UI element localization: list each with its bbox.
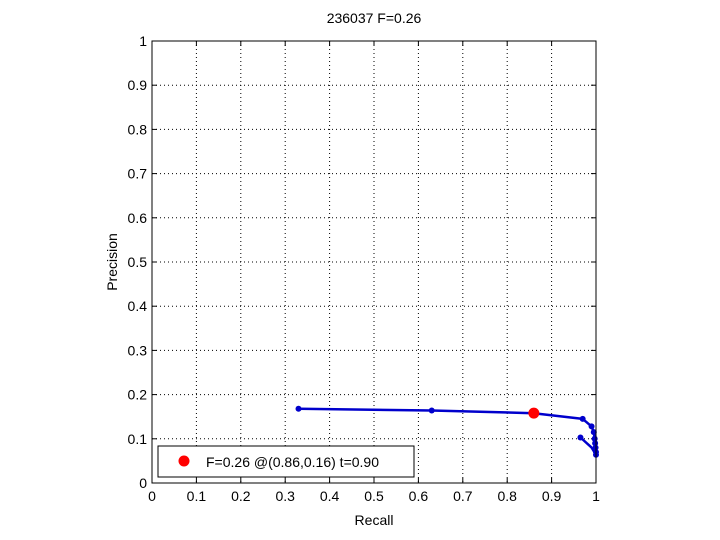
x-tick-label: 1 <box>592 488 600 504</box>
series-point <box>592 440 599 447</box>
y-tick-label: 0.6 <box>128 210 148 226</box>
x-tick-label: 0 <box>148 488 156 504</box>
x-tick-labels: 0 0.1 0.2 0.3 0.4 0.5 0.6 0.7 0.8 0.9 1 <box>148 488 600 504</box>
best-f-point <box>528 407 540 419</box>
legend-box <box>157 445 415 478</box>
legend: F=0.26 @(0.86,0.16) t=0.90 <box>157 445 415 478</box>
y-tick-label: 0.7 <box>128 166 148 182</box>
x-axis-label: Recall <box>355 512 394 528</box>
y-tick-labels: 0 0.1 0.2 0.3 0.4 0.5 0.6 0.7 0.8 0.9 1 <box>128 33 148 491</box>
series-point <box>577 434 584 441</box>
y-tick-label: 0.8 <box>128 121 148 137</box>
x-tick-label: 0.2 <box>231 488 251 504</box>
x-tick-label: 0.3 <box>275 488 295 504</box>
y-tick-label: 0.2 <box>128 387 148 403</box>
series-point <box>579 415 586 422</box>
y-tick-label: 1 <box>139 33 147 49</box>
highlight-group <box>528 407 540 419</box>
legend-entry-text: F=0.26 @(0.86,0.16) t=0.90 <box>206 454 379 470</box>
x-tick-label: 0.8 <box>497 488 517 504</box>
series-point <box>295 405 302 412</box>
legend-marker <box>178 455 190 467</box>
y-tick-label: 0.5 <box>128 254 148 270</box>
series-point <box>588 423 595 430</box>
series-point <box>428 407 435 414</box>
y-tick-label: 0 <box>139 475 147 491</box>
axis-ticks <box>151 40 597 484</box>
x-tick-label: 0.1 <box>187 488 207 504</box>
plot-frame <box>151 40 597 484</box>
x-tick-label: 0.4 <box>320 488 340 504</box>
x-tick-label: 0.9 <box>542 488 562 504</box>
chart-title: 236037 F=0.26 <box>327 10 422 26</box>
y-axis-label: Precision <box>104 233 120 291</box>
y-tick-label: 0.4 <box>128 298 148 314</box>
y-tick-label: 0.1 <box>128 431 148 447</box>
y-tick-label: 0.9 <box>128 77 148 93</box>
x-tick-label: 0.5 <box>364 488 384 504</box>
x-tick-label: 0.7 <box>453 488 473 504</box>
y-tick-label: 0.3 <box>128 342 148 358</box>
series-point <box>590 429 597 436</box>
x-tick-label: 0.6 <box>409 488 429 504</box>
